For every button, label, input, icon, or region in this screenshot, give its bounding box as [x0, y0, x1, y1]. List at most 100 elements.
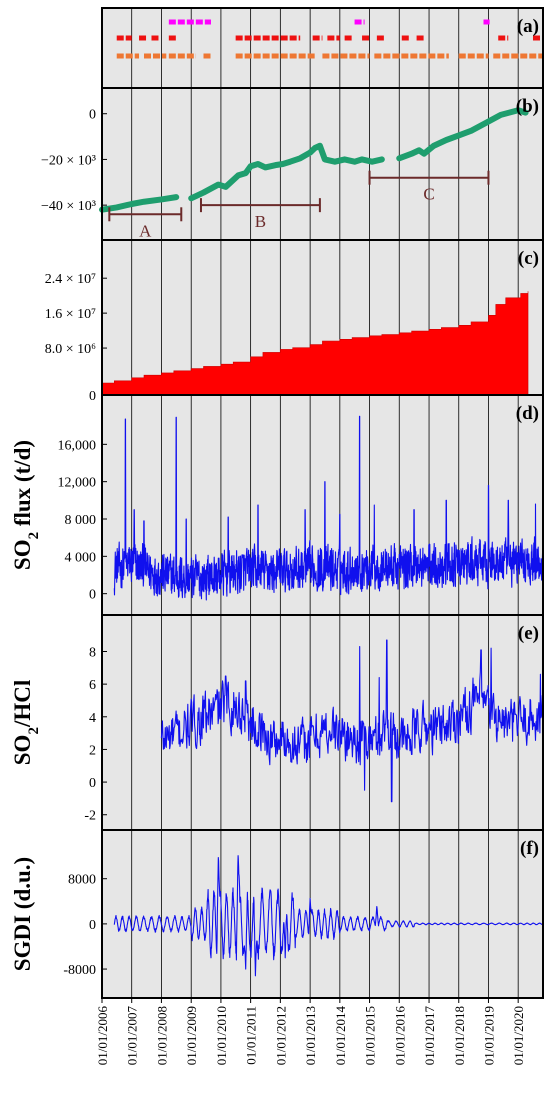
x-tick-label: 01/01/2018 — [452, 1006, 467, 1065]
timeline-bar-red — [235, 35, 243, 41]
timeline-bar-orange — [331, 53, 339, 59]
ylabel-so2-hcl: SO2/HCl — [10, 680, 42, 765]
deformation-series-3 — [396, 107, 529, 162]
timeline-bar-magenta — [204, 19, 211, 25]
timeline-bar-orange — [153, 53, 160, 59]
y-tick-label: 12,000 — [58, 476, 97, 491]
panel-label: (d) — [516, 403, 539, 424]
timeline-bar-red — [151, 35, 159, 41]
timeline-bar-orange — [358, 53, 366, 59]
timeline-bar-orange — [271, 53, 279, 59]
timeline-bar-orange — [280, 53, 288, 59]
timeline-bar-red — [289, 35, 297, 41]
ylabel-so2-flux: SO2 flux (t/d) — [10, 440, 42, 570]
x-tick-label: 01/01/2014 — [333, 1006, 348, 1066]
timeline-bar-orange — [116, 53, 124, 59]
timeline-bar-red — [507, 35, 509, 41]
panel-e: -2 0 2 4 6 8 (e) — [84, 614, 544, 831]
deformation-series-2 — [188, 142, 385, 202]
timeline-bar-red — [280, 35, 288, 41]
panel-background — [102, 8, 543, 88]
timeline-bar-orange — [401, 53, 409, 59]
timeline-bar-red — [168, 35, 176, 41]
y-tick-label: 8 000 — [65, 513, 97, 528]
y-tick-label: −20 × 10³ — [41, 153, 96, 168]
y-tick-label: 8000 — [68, 873, 96, 888]
period-a: A — [108, 207, 183, 240]
panel-background — [102, 830, 543, 998]
y-tick-label: 4 — [89, 711, 96, 726]
timeline-bar-orange — [419, 53, 427, 59]
timeline-bar-orange — [502, 53, 510, 59]
timeline-bar-orange — [392, 53, 400, 59]
timeline-bar-red — [416, 35, 424, 41]
timeline-bar-magenta — [363, 19, 365, 25]
timeline-bar-orange — [134, 53, 140, 59]
timeline-bar-red — [139, 35, 147, 41]
timeline-bar-orange — [253, 53, 261, 59]
panel-b: A B C 0 −20 × 10³ −40 × 10³ (b) — [41, 87, 544, 241]
timeline-bar-orange — [437, 53, 445, 59]
panel-label: (b) — [516, 96, 539, 117]
timeline-bar-red — [532, 35, 540, 41]
timeline-bar-orange — [244, 53, 252, 59]
timeline-bar-orange — [340, 53, 348, 59]
x-tick-label: 01/01/2013 — [303, 1006, 318, 1065]
timeline-bar-orange — [262, 53, 270, 59]
panel-frame — [101, 829, 544, 999]
timeline-bar-red — [336, 35, 340, 41]
timeline-bar-red — [498, 35, 506, 41]
timeline-bar-orange — [235, 53, 243, 59]
timeline-bar-orange — [177, 53, 185, 59]
timeline-bar-orange — [410, 53, 418, 59]
timeline-bar-orange — [428, 53, 436, 59]
cumulative-area — [101, 291, 529, 396]
y-tick-label: 16,000 — [58, 438, 97, 453]
y-tick-label: 0 — [89, 588, 96, 603]
timeline-bar-red — [116, 35, 124, 41]
timeline-bar-orange — [476, 53, 484, 59]
period-label: B — [255, 212, 266, 231]
y-tick-label: −40 × 10³ — [41, 199, 96, 214]
data-series-line — [160, 639, 544, 803]
timeline-bar-orange — [446, 53, 449, 59]
data-series-line — [113, 415, 544, 601]
panel-c: 0 8.0 × 10⁶ 1.6 × 10⁷ 2.4 × 10⁷ (c) — [45, 239, 544, 404]
x-tick-label: 01/01/2012 — [273, 1006, 288, 1065]
deformation-series-1 — [99, 194, 180, 213]
timeline-bar-red — [125, 35, 132, 41]
y-tick-label: 0 — [89, 389, 96, 404]
panel-label: (f) — [520, 838, 539, 859]
timeline-bar-red — [312, 35, 320, 41]
period-label: A — [139, 221, 152, 240]
y-tick-label: -8000 — [63, 963, 96, 978]
x-tick-label: 01/01/2009 — [184, 1006, 199, 1065]
x-tick-label: 01/01/2011 — [244, 1006, 259, 1065]
y-tick-label: 0 — [89, 776, 96, 791]
panel-label: (c) — [518, 248, 539, 269]
period-label: C — [423, 185, 434, 204]
timeline-bar-orange — [186, 53, 194, 59]
timeline-bar-orange — [374, 53, 382, 59]
timeline-bar-orange — [538, 53, 543, 59]
timeline-bar-orange — [322, 53, 330, 59]
x-tick-label: 01/01/2016 — [392, 1006, 407, 1066]
timeline-bar-orange — [383, 53, 391, 59]
y-tick-label: 4 000 — [65, 550, 97, 565]
timeline-bar-orange — [511, 53, 519, 59]
timeline-bar-orange — [125, 53, 133, 59]
x-tick-label: 01/01/2017 — [422, 1006, 437, 1066]
y-tick-label: 0 — [89, 918, 96, 933]
x-axis: 01/01/2006 01/01/2007 01/01/2008 01/01/2009… — [95, 998, 526, 1065]
timeline-bar-magenta — [483, 19, 490, 25]
y-tick-label: 8.0 × 10⁶ — [45, 342, 96, 357]
timeline-bar-red — [262, 35, 270, 41]
timeline-bar-orange — [520, 53, 528, 59]
y-tick-label: 0 — [89, 108, 96, 123]
y-tick-label: 1.6 × 10⁷ — [45, 307, 96, 322]
period-b: B — [199, 198, 321, 231]
timeline-bar-orange — [467, 53, 475, 59]
panels: (a) A B C 0 −20 × 10³ −40 × 10³ (b) 0 8.0 × 10⁶ 1.… — [10, 7, 544, 999]
timeline-bar-orange — [493, 53, 501, 59]
